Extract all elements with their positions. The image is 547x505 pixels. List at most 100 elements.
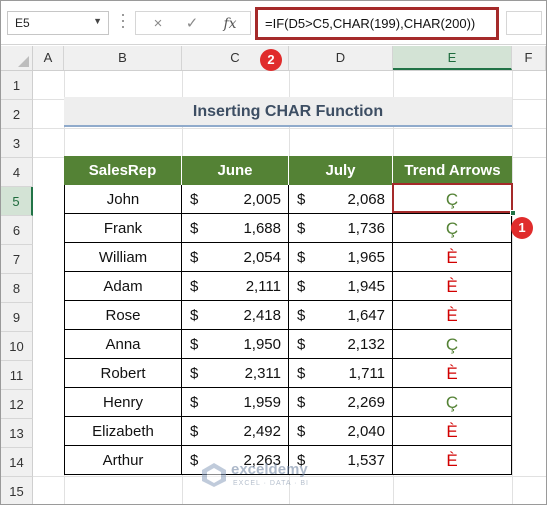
row-header-2[interactable]: 2 (1, 100, 33, 129)
row-header-15[interactable]: 15 (1, 477, 33, 504)
row-header-1[interactable]: 1 (1, 71, 33, 100)
drag-handle-icon[interactable] (121, 14, 125, 32)
cell-july[interactable]: $1,647 (289, 301, 393, 330)
column-header-c[interactable]: C (182, 46, 289, 70)
column-header-e[interactable]: E (393, 46, 512, 70)
cell-salesrep[interactable]: Anna (64, 330, 182, 359)
row-header-13[interactable]: 13 (1, 419, 33, 448)
cell-july[interactable]: $2,040 (289, 417, 393, 446)
sheet-title[interactable]: Inserting CHAR Function (64, 97, 512, 127)
table-row: Adam $2,111 $1,945 È (64, 272, 512, 301)
amount-value: 1,959 (243, 394, 281, 411)
trend-up-arrow: Ç (445, 219, 459, 238)
cell-trend[interactable]: È (393, 301, 512, 330)
header-trend-arrows[interactable]: Trend Arrows (393, 156, 512, 185)
cell-trend[interactable]: È (393, 446, 512, 475)
cell-salesrep[interactable]: Frank (64, 214, 182, 243)
cell-trend[interactable]: È (393, 243, 512, 272)
cell-july[interactable]: $1,945 (289, 272, 393, 301)
cell-june[interactable]: $2,492 (182, 417, 289, 446)
salesrep-name: Rose (105, 307, 141, 324)
cell-july[interactable]: $2,269 (289, 388, 393, 417)
row-header-12[interactable]: 12 (1, 390, 33, 419)
formula-input[interactable]: =IF(D5>C5,CHAR(199),CHAR(200)) (255, 7, 499, 40)
select-all-button[interactable] (1, 46, 33, 70)
cell-july[interactable]: $1,736 (289, 214, 393, 243)
cell-july[interactable]: $2,132 (289, 330, 393, 359)
amount-value: 2,269 (347, 394, 385, 411)
cell-trend[interactable]: Ç (393, 185, 512, 214)
row-header-7[interactable]: 7 (1, 245, 33, 274)
cell-trend[interactable]: È (393, 359, 512, 388)
cell-june[interactable]: $2,418 (182, 301, 289, 330)
cancel-icon[interactable]: × (153, 15, 163, 32)
cell-salesrep[interactable]: Henry (64, 388, 182, 417)
cell-trend[interactable]: È (393, 272, 512, 301)
column-header-d[interactable]: D (289, 46, 393, 70)
cell-july[interactable]: $1,537 (289, 446, 393, 475)
row-header-9[interactable]: 9 (1, 303, 33, 332)
insert-function-icon[interactable]: fx (223, 16, 237, 32)
trend-down-arrow: È (446, 248, 458, 267)
amount-value: 1,945 (347, 278, 385, 295)
cell-salesrep[interactable]: John (64, 185, 182, 214)
cell-july[interactable]: $1,965 (289, 243, 393, 272)
cell-june[interactable]: $2,005 (182, 185, 289, 214)
cell-june[interactable]: $1,950 (182, 330, 289, 359)
salesrep-name: Frank (103, 220, 143, 237)
cell-salesrep[interactable]: Arthur (64, 446, 182, 475)
cell-june[interactable]: $2,111 (182, 272, 289, 301)
cell-june[interactable]: $2,054 (182, 243, 289, 272)
cell-june[interactable]: $1,688 (182, 214, 289, 243)
cell-salesrep[interactable]: Robert (64, 359, 182, 388)
row-header-4[interactable]: 4 (1, 158, 33, 187)
row-header-5[interactable]: 5 (1, 187, 33, 216)
cell-trend[interactable]: È (393, 417, 512, 446)
cell-july[interactable]: $2,068 (289, 185, 393, 214)
name-box[interactable]: E5 ▼ (7, 11, 109, 35)
currency-symbol: $ (190, 191, 199, 208)
cell-trend[interactable]: Ç (393, 330, 512, 359)
enter-icon[interactable]: ✓ (185, 15, 199, 32)
row-header-3[interactable]: 3 (1, 129, 33, 158)
currency-symbol: $ (190, 423, 199, 440)
watermark-brand: exceldemy (231, 461, 308, 478)
table-row: Anna $1,950 $2,132 Ç (64, 330, 512, 359)
formula-bar-expand[interactable] (506, 11, 542, 35)
salesrep-name: Henry (102, 394, 143, 411)
formula-buttons: × ✓ fx (135, 11, 251, 35)
cell-july[interactable]: $1,711 (289, 359, 393, 388)
column-header-b[interactable]: B (64, 46, 182, 70)
chevron-down-icon[interactable]: ▼ (93, 16, 102, 26)
cell-salesrep[interactable]: William (64, 243, 182, 272)
header-july[interactable]: July (289, 156, 393, 185)
amount-value: 2,005 (243, 191, 281, 208)
column-header-f[interactable]: F (512, 46, 546, 70)
amount-value: 2,040 (347, 423, 385, 440)
cell-salesrep[interactable]: Elizabeth (64, 417, 182, 446)
column-header-a[interactable]: A (33, 46, 64, 70)
cell-salesrep[interactable]: Adam (64, 272, 182, 301)
cell-june[interactable]: $1,959 (182, 388, 289, 417)
cell-june[interactable]: $2,311 (182, 359, 289, 388)
header-june[interactable]: June (182, 156, 289, 185)
currency-symbol: $ (297, 278, 306, 295)
amount-value: 1,711 (348, 365, 385, 382)
cell-salesrep[interactable]: Rose (64, 301, 182, 330)
cell-trend[interactable]: Ç (393, 388, 512, 417)
row-header-10[interactable]: 10 (1, 332, 33, 361)
row-header-8[interactable]: 8 (1, 274, 33, 303)
fill-handle[interactable] (510, 210, 516, 216)
amount-value: 2,418 (243, 307, 281, 324)
amount-value: 1,647 (347, 307, 385, 324)
row-header-11[interactable]: 11 (1, 361, 33, 390)
amount-value: 1,950 (243, 336, 281, 353)
currency-symbol: $ (297, 452, 306, 469)
header-salesrep[interactable]: SalesRep (64, 156, 182, 185)
cell-june[interactable]: $2,263 (182, 446, 289, 475)
row-header-14[interactable]: 14 (1, 448, 33, 477)
table-row: John $2,005 $2,068 Ç (64, 185, 512, 214)
row-header-6[interactable]: 6 (1, 216, 33, 245)
cell-trend[interactable]: Ç (393, 214, 512, 243)
